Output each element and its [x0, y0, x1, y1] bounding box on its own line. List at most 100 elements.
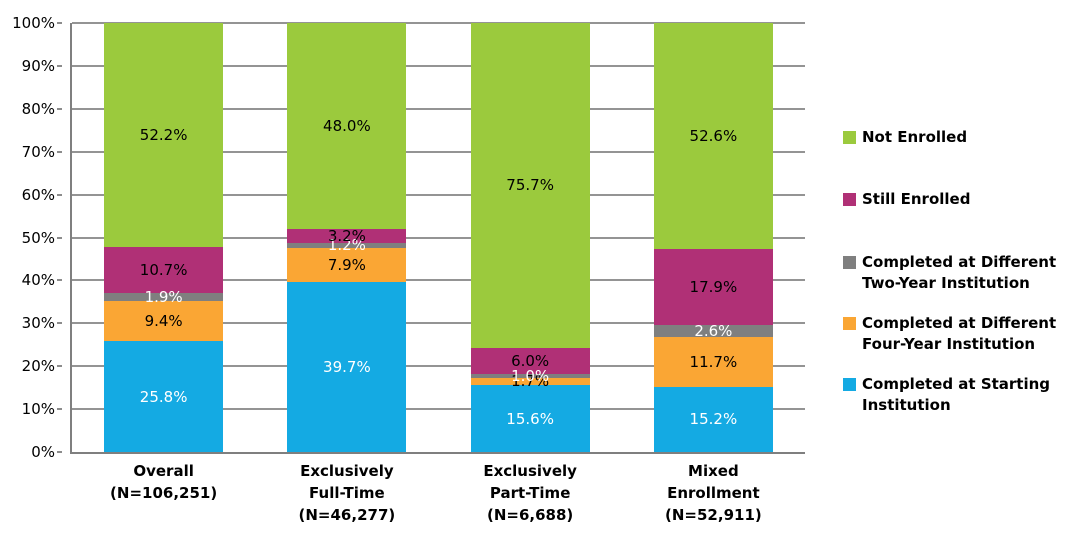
category-label-line: (N=52,911) [665, 506, 762, 524]
bar-segment: 48.0% [287, 23, 407, 229]
bar-segment: 1.9% [104, 288, 224, 306]
bar-segment: 75.7% [470, 23, 590, 348]
bar-segment-label: 17.9% [689, 278, 738, 297]
gridline [72, 22, 805, 24]
bar-segment-label: 10.7% [139, 260, 188, 279]
bar-segment-label: 1.2% [327, 236, 366, 255]
bar-segment: 15.2% [653, 386, 773, 452]
legend-item: Not Enrolled [843, 127, 1066, 148]
y-tick-mark [57, 193, 62, 196]
bar-segment-label: 7.9% [327, 255, 366, 274]
y-tick-mark [57, 64, 62, 67]
category-label: Exclusively Full-Time (N=46,277) [299, 460, 396, 526]
legend-label-line: Two-Year Institution [862, 274, 1030, 292]
legend-label: Completed at Different Four-Year Institut… [862, 313, 1056, 355]
legend: Not Enrolled Still Enrolled Completed at D… [843, 127, 1066, 416]
legend-label-line: Not Enrolled [862, 128, 968, 146]
gridline [72, 150, 805, 153]
bar-segment: 17.9% [653, 248, 773, 326]
category-label-line: (N=106,251) [110, 484, 218, 502]
legend-item: Completed at Starting Institution [843, 374, 1066, 416]
y-tick-mark [57, 236, 62, 239]
y-tick-mark [57, 107, 62, 110]
bar-segment-label: 9.4% [144, 312, 183, 331]
bar-segment-label: 52.6% [689, 126, 738, 145]
bar-segment-label: 15.6% [506, 409, 554, 428]
bar-segment: 3.2% [287, 226, 407, 245]
legend-swatch-icon [843, 317, 856, 330]
bar-segment-label: 25.8% [139, 387, 188, 406]
legend-swatch-icon [843, 193, 856, 206]
y-tick-label: 50% [21, 228, 55, 247]
legend-label-line: Completed at Different [862, 253, 1057, 271]
bar: 25.8% 9.4% 1.9% 10.7% 52.2% [104, 23, 224, 452]
category-label: Mixed Enrollment (N=52,911) [665, 460, 762, 526]
bar-segment-label: 48.0% [323, 116, 371, 135]
y-tick-label: 100% [12, 14, 55, 32]
bar-segment-label: 1.0% [511, 366, 550, 385]
bar-segment-label: 11.7% [689, 352, 738, 371]
bar-segment-label: 1.9% [144, 287, 183, 306]
y-tick-mark [57, 150, 62, 153]
category-label: Overall (N=106,251) [110, 460, 217, 504]
y-tick-label: 80% [21, 99, 55, 118]
legend-label-line: Institution [862, 396, 951, 414]
bar-segment: 11.7% [653, 336, 773, 387]
gridline [72, 279, 805, 282]
bar-segment: 52.2% [104, 23, 224, 247]
gridline [72, 236, 805, 239]
legend-item: Still Enrolled [843, 189, 1066, 210]
y-tick-label: 60% [21, 185, 55, 204]
y-tick-label: 0% [31, 443, 55, 461]
bar-segment: 1.2% [287, 236, 407, 254]
legend-label: Not Enrolled [862, 127, 967, 148]
legend-swatch-icon [843, 131, 856, 144]
bar-segment: 1.7% [470, 372, 590, 390]
bar-segment: 25.8% [104, 341, 224, 452]
y-tick-mark [57, 322, 62, 325]
gridline [72, 365, 805, 368]
bar-segment-label: 3.2% [327, 226, 366, 245]
category-label-line: (N=46,277) [298, 506, 396, 524]
legend-label-line: Completed at Different [862, 314, 1057, 332]
bar-segment-label: 1.7% [511, 372, 550, 391]
bar-segment-label: 6.0% [511, 351, 550, 370]
bar-segment: 9.4% [104, 301, 224, 342]
category-label-line: (N=6,688) [486, 506, 574, 524]
legend-swatch-icon [843, 256, 856, 269]
category-label-line: Full-Time [309, 484, 385, 502]
y-tick-mark [57, 22, 62, 24]
category-label-line: Mixed [688, 462, 739, 480]
legend-label: Still Enrolled [862, 189, 970, 210]
bar-segment-label: 52.2% [139, 126, 188, 145]
bar-segment: 1.0% [470, 367, 590, 385]
bar-segment-label: 2.6% [694, 322, 733, 341]
category-label-line: Exclusively [483, 462, 577, 480]
legend-label-line: Completed at Starting [862, 375, 1051, 393]
bar-segment: 39.7% [287, 281, 407, 452]
bar: 15.2% 11.7% 2.6% 17.9% 52.6% [653, 23, 773, 452]
legend-item: Completed at Different Two-Year Instituti… [843, 252, 1066, 294]
gridline [72, 322, 805, 325]
bar-segment: 10.7% [104, 246, 224, 293]
bar: 15.6% 1.7% 1.0% 6.0% 75.7% [470, 23, 590, 452]
y-axis-line [70, 23, 72, 454]
bar-segment: 6.0% [470, 347, 590, 374]
gridline [72, 408, 805, 411]
y-tick-label: 20% [21, 357, 55, 376]
category-label: Exclusively Part-Time (N=6,688) [483, 460, 577, 526]
bar-segment: 52.6% [653, 23, 773, 249]
bar-segment-label: 15.2% [689, 410, 738, 429]
y-tick-label: 90% [21, 56, 55, 75]
legend-label: Completed at Starting Institution [862, 374, 1050, 416]
category-label-line: Overall [133, 462, 194, 480]
y-tick-mark [57, 279, 62, 282]
category-label-line: Part-Time [489, 484, 571, 502]
category-label-line: Exclusively [300, 462, 394, 480]
x-axis-line [72, 452, 805, 454]
bar-segment-label: 39.7% [323, 357, 371, 376]
y-tick-mark [57, 365, 62, 368]
y-tick-label: 30% [21, 314, 55, 333]
gridline [72, 107, 805, 110]
